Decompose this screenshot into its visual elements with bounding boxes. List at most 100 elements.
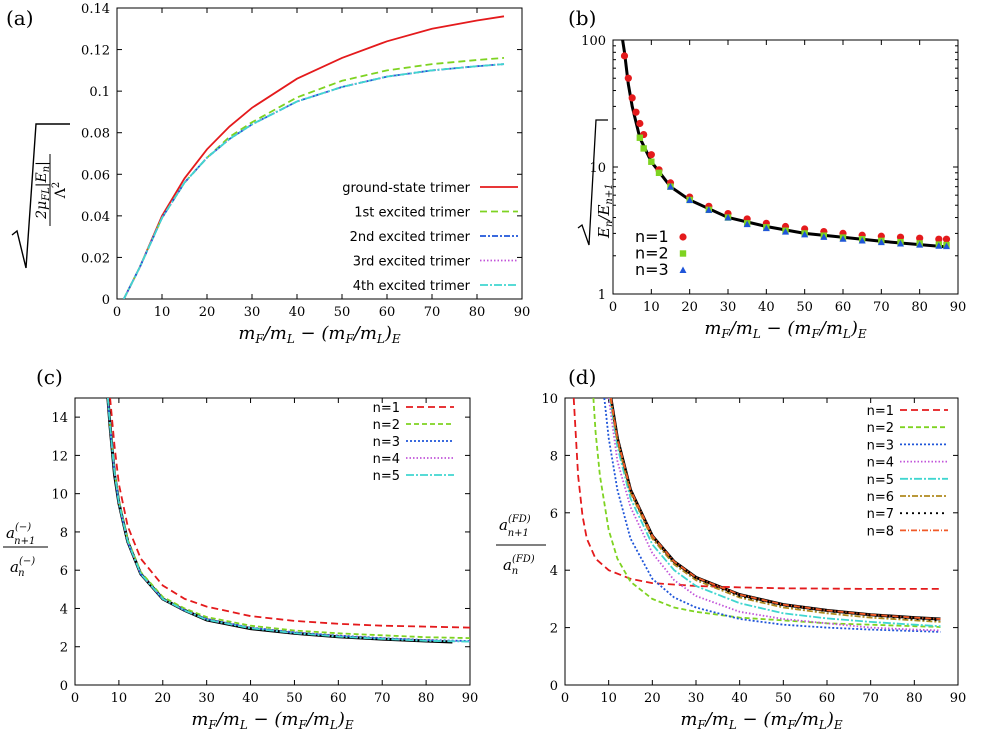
- data-point-n=1: [935, 235, 943, 243]
- data-point-n=3: [877, 238, 885, 246]
- x-tick-label: 90: [950, 300, 967, 315]
- x-tick-label: 70: [374, 691, 391, 706]
- panel-label-b: (b): [568, 6, 596, 30]
- x-tick-label: 20: [199, 305, 216, 320]
- x-tick-label: 50: [775, 691, 792, 706]
- series-line-ground-state-trimer: [122, 15, 505, 299]
- data-point-n=1: [624, 74, 632, 82]
- x-tick-label: 40: [731, 691, 748, 706]
- chart-panel-c: 0 10 20 30 40 50 60 70 80 90 0 2 4 6 8 10 12 14 mF/mL − (m…: [51, 397, 479, 732]
- data-point-n=3: [762, 224, 770, 232]
- x-tick-label: 30: [688, 691, 705, 706]
- y-tick-label: 10: [51, 488, 68, 503]
- data-point-n=3: [943, 242, 950, 250]
- x-tick-label: 30: [244, 305, 261, 320]
- y-tick-label: 6: [60, 564, 68, 579]
- plot-frame: [74, 397, 471, 686]
- x-tick-label: 0: [561, 691, 569, 706]
- series-line-n=2: [592, 398, 941, 628]
- y-tick-label: 0.02: [81, 251, 110, 266]
- data-point-n=3: [820, 233, 828, 240]
- y-tick-label: 6: [550, 507, 558, 522]
- legend-marker: [679, 250, 687, 257]
- x-tick-label: 60: [835, 300, 852, 315]
- series-line-n=5: [107, 398, 470, 643]
- series-line-n=3: [107, 398, 470, 642]
- x-tick-label: 0: [609, 300, 617, 315]
- data-point-n=1: [916, 234, 924, 242]
- y-tick-label: 4: [550, 564, 558, 579]
- data-point-n=3: [916, 241, 924, 248]
- y-tick-label: 0.12: [81, 44, 110, 59]
- legend-label: n=3: [373, 435, 400, 450]
- data-point-n=2: [655, 169, 663, 177]
- legend-label: n=3: [635, 260, 669, 279]
- data-point-n=1: [628, 94, 636, 102]
- legend-label: n=7: [867, 507, 894, 522]
- series-line-n=6: [609, 398, 941, 623]
- legend-label: n=2: [867, 421, 894, 436]
- data-point-n=2: [636, 134, 644, 141]
- svg-text:a(FD)n+1: a(FD) n+1: [499, 514, 531, 539]
- x-tick-label: 90: [462, 691, 479, 706]
- x-tick-label: 60: [819, 691, 836, 706]
- svg-text:En/En+1: En/En+1: [595, 183, 615, 239]
- x-tick-label: 90: [950, 691, 967, 706]
- legend-label: n=8: [867, 524, 894, 539]
- x-tick-label: 80: [911, 300, 928, 315]
- y-tick-label: 0: [60, 679, 68, 694]
- x-axis-label: mF/mL − (mF/mL)E: [704, 318, 867, 341]
- x-tick-label: 10: [600, 691, 617, 706]
- x-tick-label: 20: [155, 691, 172, 706]
- y-tick-label: 1: [598, 288, 606, 303]
- x-tick-label: 0: [113, 305, 121, 320]
- x-tick-label: 40: [758, 300, 775, 315]
- legend-label: n=3: [867, 438, 894, 453]
- x-axis-label: mF/mL − (mF/mL)E: [191, 709, 354, 729]
- legend-label: 3rd excited trimer: [353, 255, 471, 270]
- x-tick-label: 0: [71, 691, 79, 706]
- x-tick-label: 80: [469, 305, 486, 320]
- svg-text:2μFL|En|: 2μFL|En|: [34, 161, 52, 220]
- y-axis-label-c: a(−) n+1 a(−) n: [3, 522, 48, 579]
- y-tick-label: 0.04: [81, 210, 110, 225]
- x-tick-label: 50: [796, 300, 813, 315]
- legend-label: n=1: [867, 404, 894, 419]
- legend-label: n=6: [867, 490, 894, 505]
- x-tick-label: 90: [514, 305, 531, 320]
- y-tick-label: 0: [550, 679, 558, 694]
- x-tick-label: 80: [418, 691, 435, 706]
- data-point-n=2: [640, 145, 647, 152]
- x-tick-label: 20: [644, 691, 661, 706]
- plot-frame: [564, 397, 959, 686]
- panel-label-a: (a): [6, 6, 34, 30]
- x-tick-label: 60: [330, 691, 347, 706]
- data-point-n=2: [648, 158, 655, 165]
- series-line-n=4: [107, 398, 470, 643]
- series-line-n=3: [603, 398, 941, 633]
- chart-panel-d: 0 10 20 30 40 50 60 70 80 90 0 2 4 6 8 10 mF/mL − (mF/mL…: [541, 392, 967, 732]
- y-tick-label: 100: [581, 34, 606, 49]
- x-tick-label: 10: [154, 305, 171, 320]
- y-tick-label: 0.06: [81, 168, 110, 183]
- x-tick-label: 80: [906, 691, 923, 706]
- x-tick-label: 50: [286, 691, 303, 706]
- y-axis-label-d: a(FD) n+1 a(FD) n: [496, 514, 546, 577]
- legend-label: n=1: [373, 401, 400, 416]
- data-point-n=3: [705, 206, 713, 213]
- y-tick-label: 2: [60, 641, 68, 656]
- y-tick-label: 0: [102, 293, 110, 308]
- series-line-n=1: [572, 398, 941, 590]
- svg-text:a(−)n+1: a(−) n+1: [6, 522, 35, 547]
- data-point-n=1: [942, 235, 951, 243]
- legend-marker: [679, 233, 687, 241]
- y-tick-label: 12: [51, 449, 68, 464]
- legend-label: 2nd excited trimer: [350, 230, 471, 245]
- series-line-4th-excited-trimer: [122, 63, 505, 299]
- legend-label: n=2: [635, 244, 669, 263]
- x-tick-label: 30: [720, 300, 737, 315]
- legend-label: 1st excited trimer: [354, 206, 470, 221]
- y-axis-label-b: En/En+1: [577, 119, 615, 246]
- data-point-n=3: [686, 196, 694, 203]
